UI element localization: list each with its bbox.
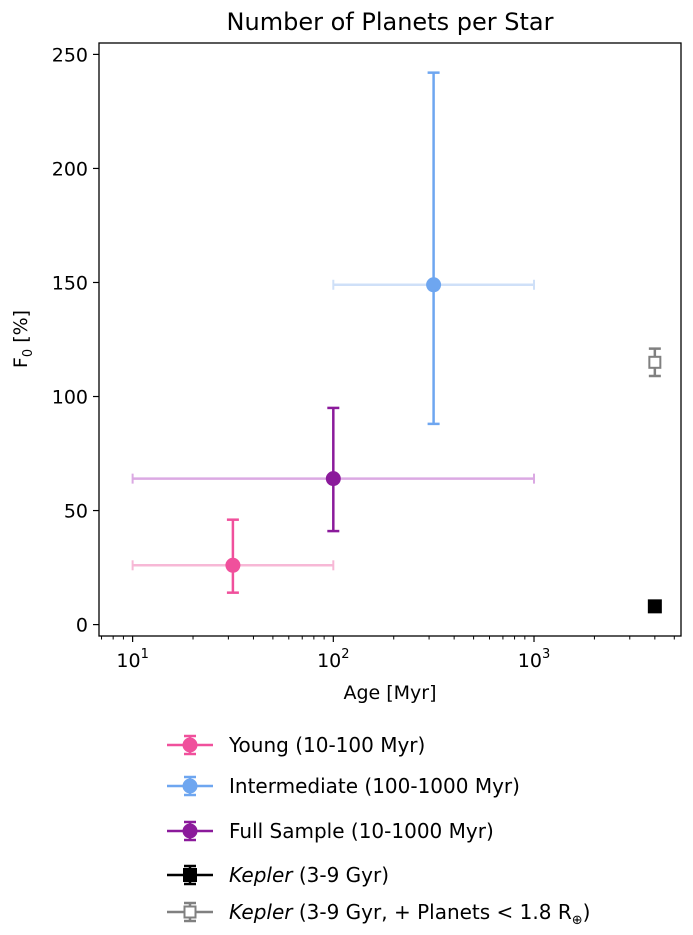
- y-ticks: 0 50 100 150 200 250: [52, 44, 99, 637]
- x-tick-label-2: 103: [518, 647, 550, 672]
- series-3-point-0: [647, 599, 662, 614]
- y-tick-label-5: 250: [52, 44, 88, 66]
- legend-marker: [182, 823, 198, 839]
- legend-marker: [183, 905, 197, 919]
- y-tick-label-1: 50: [64, 501, 88, 523]
- x-tick-label-0: 101: [116, 647, 148, 672]
- legend-marker: [183, 868, 197, 882]
- legend-item-2: Full Sample (10-1000 Myr): [167, 819, 494, 843]
- data-marker: [648, 355, 662, 369]
- svg-text:F0 [%]: F0 [%]: [10, 310, 36, 368]
- plot-area: [131, 71, 662, 614]
- legend-marker: [182, 778, 198, 794]
- y-tick-label-2: 100: [52, 387, 88, 409]
- x-ticks: 101 102 103: [101, 636, 675, 672]
- y-axis-label: F0 [%]: [10, 310, 36, 368]
- legend-item-1: Intermediate (100-1000 Myr): [167, 774, 520, 798]
- data-marker: [325, 471, 341, 487]
- x-axis-label: Age [Myr]: [343, 682, 436, 704]
- y-tick-label-3: 150: [52, 272, 88, 294]
- series-2-point-0: [131, 406, 536, 533]
- series-0-point-0: [131, 518, 335, 594]
- legend-label: Intermediate (100-1000 Myr): [229, 774, 520, 798]
- legend-item-0: Young (10-100 Myr): [167, 733, 425, 757]
- axes-frame: [98, 42, 682, 637]
- y-tick-label-4: 200: [52, 158, 88, 180]
- series-4-point-0: [648, 347, 662, 378]
- legend-item-4: Kepler (3-9 Gyr, + Planets < 1.8 R⊕): [167, 900, 590, 928]
- legend-label: Kepler (3-9 Gyr, + Planets < 1.8 R⊕): [229, 900, 590, 928]
- legend-label: Full Sample (10-1000 Myr): [229, 819, 494, 843]
- legend-label: Young (10-100 Myr): [228, 733, 425, 757]
- data-marker: [426, 277, 442, 293]
- data-marker: [225, 557, 241, 573]
- legend-label: Kepler (3-9 Gyr): [229, 863, 389, 887]
- y-tick-label-0: 0: [76, 615, 88, 637]
- series-1-point-0: [332, 71, 536, 426]
- x-tick-label-1: 102: [317, 647, 349, 672]
- data-marker: [647, 599, 662, 614]
- legend-item-3: Kepler (3-9 Gyr): [167, 863, 389, 887]
- legend: Young (10-100 Myr) Intermediate (100-1000…: [167, 733, 590, 928]
- legend-marker: [182, 737, 198, 753]
- chart-title: Number of Planets per Star: [227, 8, 554, 36]
